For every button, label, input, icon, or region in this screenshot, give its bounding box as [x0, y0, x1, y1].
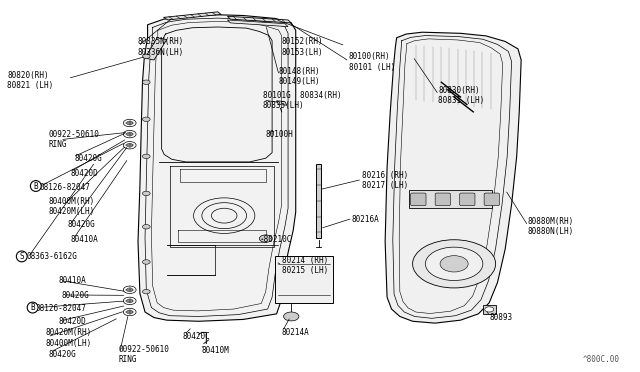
Text: 80216A: 80216A [352, 215, 380, 224]
FancyBboxPatch shape [460, 193, 475, 206]
Circle shape [284, 312, 299, 321]
Text: 80420G: 80420G [68, 221, 95, 230]
Text: 08126-82047: 08126-82047 [39, 183, 90, 192]
Text: 80335N(RH)
80336N(LH): 80335N(RH) 80336N(LH) [138, 37, 184, 57]
Text: 80420C: 80420C [182, 331, 211, 341]
Circle shape [143, 191, 150, 196]
Circle shape [127, 288, 133, 292]
Circle shape [124, 131, 136, 138]
Circle shape [143, 117, 150, 122]
Circle shape [127, 143, 133, 147]
Circle shape [127, 310, 133, 314]
Text: B: B [33, 182, 38, 190]
Circle shape [440, 256, 468, 272]
Polygon shape [316, 164, 321, 238]
Polygon shape [275, 256, 333, 303]
Text: 80410A: 80410A [58, 276, 86, 285]
Polygon shape [410, 190, 492, 208]
Text: 80152(RH)
80153(LH): 80152(RH) 80153(LH) [282, 37, 323, 57]
Circle shape [143, 225, 150, 229]
Circle shape [143, 260, 150, 264]
Text: 80100H: 80100H [266, 129, 294, 139]
Text: B: B [30, 303, 35, 312]
FancyBboxPatch shape [411, 193, 426, 206]
Text: 80893: 80893 [489, 313, 513, 322]
Text: 80420G: 80420G [49, 350, 76, 359]
Circle shape [143, 289, 150, 294]
Text: 80420G: 80420G [61, 291, 89, 300]
Circle shape [124, 308, 136, 316]
FancyBboxPatch shape [435, 193, 451, 206]
Text: 80400M(RH)
80420M(LH): 80400M(RH) 80420M(LH) [49, 197, 95, 216]
Polygon shape [138, 15, 296, 321]
Text: 00922-50610
RING: 00922-50610 RING [119, 345, 170, 364]
Circle shape [124, 119, 136, 127]
Text: 80830(RH)
80831 (LH): 80830(RH) 80831 (LH) [438, 86, 484, 105]
Text: 80410A: 80410A [71, 235, 99, 244]
Polygon shape [145, 38, 167, 60]
Text: 80880M(RH)
80880N(LH): 80880M(RH) 80880N(LH) [527, 217, 574, 237]
Text: 80216 (RH)
80217 (LH): 80216 (RH) 80217 (LH) [362, 171, 408, 190]
Circle shape [143, 154, 150, 158]
Text: 08363-6162G: 08363-6162G [26, 252, 77, 261]
Polygon shape [164, 12, 221, 20]
Circle shape [127, 132, 133, 136]
Text: 80420G: 80420G [74, 154, 102, 163]
Circle shape [127, 299, 133, 303]
Text: S: S [19, 252, 24, 261]
Polygon shape [227, 20, 288, 27]
Polygon shape [385, 32, 521, 323]
Polygon shape [483, 305, 495, 314]
Circle shape [259, 235, 272, 242]
Text: 00922-50610
RING: 00922-50610 RING [49, 130, 99, 150]
Polygon shape [276, 101, 287, 105]
Text: 80214A: 80214A [282, 328, 309, 337]
Text: 80148(RH)
80149(LH): 80148(RH) 80149(LH) [278, 67, 320, 86]
Circle shape [143, 54, 150, 58]
Circle shape [426, 247, 483, 280]
Circle shape [484, 307, 493, 312]
Text: 80101G  80834(RH)
80835(LH): 80101G 80834(RH) 80835(LH) [262, 91, 341, 110]
FancyBboxPatch shape [484, 193, 499, 206]
Text: 80410M: 80410M [202, 346, 230, 355]
Text: 80214 (RH)
80215 (LH): 80214 (RH) 80215 (LH) [282, 256, 328, 275]
Polygon shape [227, 16, 291, 23]
Text: 08126-82047: 08126-82047 [36, 304, 86, 313]
Circle shape [413, 240, 495, 288]
Circle shape [143, 80, 150, 84]
Circle shape [124, 286, 136, 294]
Text: -80210C: -80210C [259, 235, 292, 244]
Text: 80420D: 80420D [71, 169, 99, 177]
Text: 80100(RH)
80101 (LH): 80100(RH) 80101 (LH) [349, 52, 395, 71]
Circle shape [124, 141, 136, 149]
Text: ^800C.00: ^800C.00 [583, 355, 620, 364]
Text: 80420M(RH)
80400M(LH): 80420M(RH) 80400M(LH) [45, 328, 92, 348]
Circle shape [127, 121, 133, 125]
Text: 80420D: 80420D [58, 317, 86, 326]
Circle shape [124, 297, 136, 305]
Text: 80820(RH)
80821 (LH): 80820(RH) 80821 (LH) [7, 71, 53, 90]
